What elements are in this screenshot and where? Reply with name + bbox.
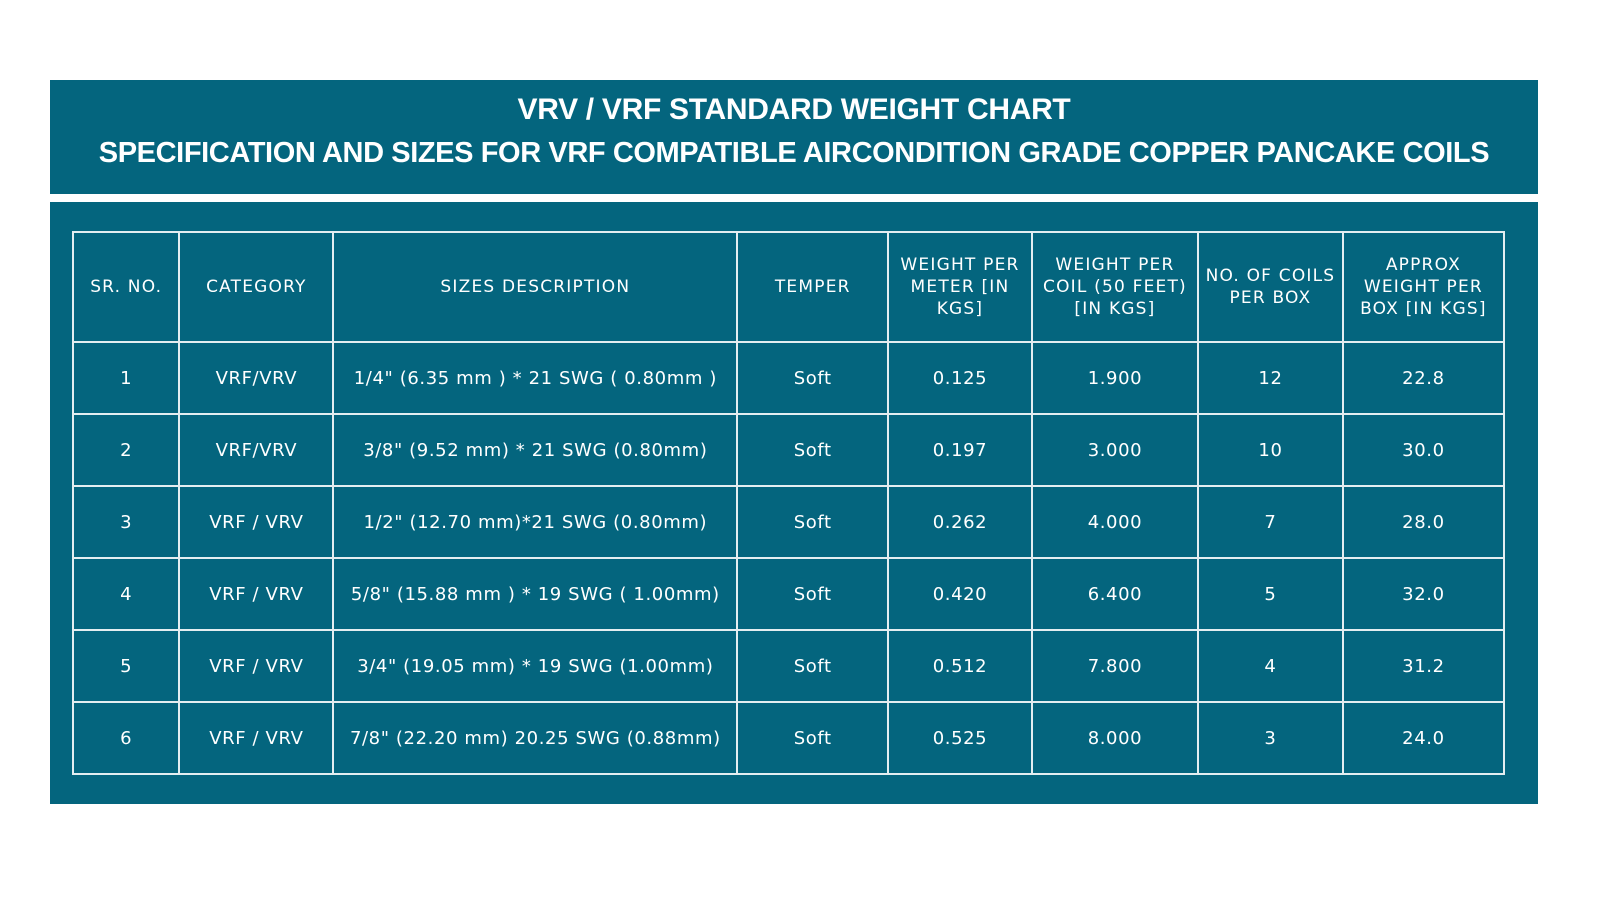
- cell-temper: Soft: [736, 413, 890, 487]
- table-row: 5 VRF / VRV 3/4" (19.05 mm) * 19 SWG (1.…: [71, 629, 1506, 703]
- cell-coils-per-box: 3: [1197, 701, 1344, 775]
- cell-weight-per-box: 31.2: [1341, 629, 1506, 703]
- cell-category: VRF / VRV: [178, 701, 335, 775]
- cell-coils-per-box: 10: [1197, 413, 1344, 487]
- cell-category: VRF / VRV: [178, 629, 335, 703]
- cell-coils-per-box: 5: [1197, 557, 1344, 631]
- cell-weight-per-box: 22.8: [1341, 341, 1506, 415]
- cell-category: VRF/VRV: [178, 413, 335, 487]
- cell-weight-per-meter: 0.512: [887, 629, 1033, 703]
- table-row: 6 VRF / VRV 7/8" (22.20 mm) 20.25 SWG (0…: [71, 701, 1506, 775]
- cell-coils-per-box: 4: [1197, 629, 1344, 703]
- column-header-sr-no: SR. NO.: [71, 231, 181, 343]
- cell-weight-per-box: 30.0: [1341, 413, 1506, 487]
- title-banner: VRV / VRF STANDARD WEIGHT CHART SPECIFIC…: [50, 80, 1538, 194]
- cell-weight-per-meter: 0.262: [887, 485, 1033, 559]
- cell-weight-per-box: 32.0: [1341, 557, 1506, 631]
- cell-coils-per-box: 7: [1197, 485, 1344, 559]
- column-header-coils-per-box: NO. OF COILS PER BOX: [1197, 231, 1344, 343]
- cell-weight-per-meter: 0.420: [887, 557, 1033, 631]
- column-header-sizes-description: SIZES DESCRIPTION: [332, 231, 739, 343]
- table-panel: SR. NO. CATEGORY SIZES DESCRIPTION TEMPE…: [50, 202, 1538, 804]
- cell-size-description: 3/8" (9.52 mm) * 21 SWG (0.80mm): [332, 413, 739, 487]
- cell-size-description: 7/8" (22.20 mm) 20.25 SWG (0.88mm): [332, 701, 739, 775]
- cell-size-description: 5/8" (15.88 mm ) * 19 SWG ( 1.00mm): [332, 557, 739, 631]
- table-row: 1 VRF/VRV 1/4" (6.35 mm ) * 21 SWG ( 0.8…: [71, 341, 1506, 415]
- weight-chart-table: SR. NO. CATEGORY SIZES DESCRIPTION TEMPE…: [71, 231, 1506, 775]
- cell-size-description: 1/4" (6.35 mm ) * 21 SWG ( 0.80mm ): [332, 341, 739, 415]
- cell-sr-no: 2: [71, 413, 181, 487]
- page-subtitle: SPECIFICATION AND SIZES FOR VRF COMPATIB…: [98, 137, 1490, 169]
- cell-sr-no: 6: [71, 701, 181, 775]
- cell-temper: Soft: [736, 341, 890, 415]
- cell-weight-per-box: 24.0: [1341, 701, 1506, 775]
- table-row: 2 VRF/VRV 3/8" (9.52 mm) * 21 SWG (0.80m…: [71, 413, 1506, 487]
- cell-temper: Soft: [736, 485, 890, 559]
- cell-weight-per-meter: 0.525: [887, 701, 1033, 775]
- cell-category: VRF/VRV: [178, 341, 335, 415]
- table-header-row: SR. NO. CATEGORY SIZES DESCRIPTION TEMPE…: [71, 231, 1506, 343]
- cell-temper: Soft: [736, 629, 890, 703]
- cell-category: VRF / VRV: [178, 557, 335, 631]
- column-header-weight-per-meter: WEIGHT PER METER [IN KGS]: [887, 231, 1033, 343]
- column-header-weight-per-box: APPROX WEIGHT PER BOX [IN KGS]: [1341, 231, 1506, 343]
- cell-size-description: 3/4" (19.05 mm) * 19 SWG (1.00mm): [332, 629, 739, 703]
- column-header-weight-per-coil: WEIGHT PER COIL (50 FEET) [IN KGS]: [1030, 231, 1200, 343]
- cell-weight-per-coil: 8.000: [1030, 701, 1200, 775]
- cell-weight-per-meter: 0.197: [887, 413, 1033, 487]
- cell-category: VRF / VRV: [178, 485, 335, 559]
- column-header-category: CATEGORY: [178, 231, 335, 343]
- cell-weight-per-coil: 4.000: [1030, 485, 1200, 559]
- cell-weight-per-box: 28.0: [1341, 485, 1506, 559]
- cell-coils-per-box: 12: [1197, 341, 1344, 415]
- cell-weight-per-coil: 7.800: [1030, 629, 1200, 703]
- cell-weight-per-coil: 1.900: [1030, 341, 1200, 415]
- cell-sr-no: 1: [71, 341, 181, 415]
- cell-temper: Soft: [736, 557, 890, 631]
- cell-sr-no: 5: [71, 629, 181, 703]
- table-row: 4 VRF / VRV 5/8" (15.88 mm ) * 19 SWG ( …: [71, 557, 1506, 631]
- cell-sr-no: 4: [71, 557, 181, 631]
- cell-sr-no: 3: [71, 485, 181, 559]
- page-title: VRV / VRF STANDARD WEIGHT CHART: [517, 93, 1071, 126]
- cell-size-description: 1/2" (12.70 mm)*21 SWG (0.80mm): [332, 485, 739, 559]
- cell-weight-per-coil: 3.000: [1030, 413, 1200, 487]
- cell-weight-per-meter: 0.125: [887, 341, 1033, 415]
- table-row: 3 VRF / VRV 1/2" (12.70 mm)*21 SWG (0.80…: [71, 485, 1506, 559]
- column-header-temper: TEMPER: [736, 231, 890, 343]
- cell-weight-per-coil: 6.400: [1030, 557, 1200, 631]
- cell-temper: Soft: [736, 701, 890, 775]
